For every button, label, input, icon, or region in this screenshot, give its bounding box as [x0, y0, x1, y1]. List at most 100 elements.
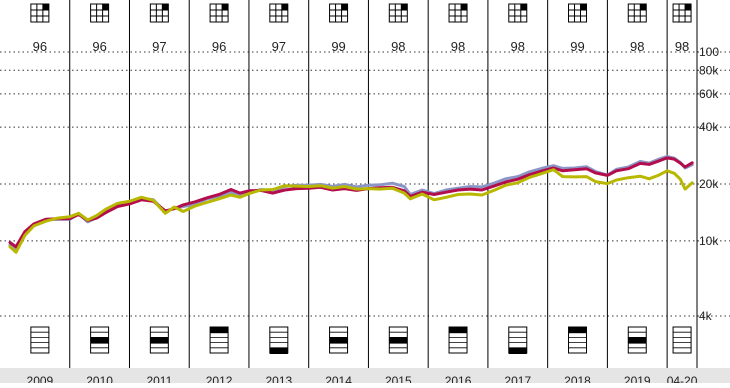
indicator-box-frame [30, 326, 50, 354]
style-box-filled-cell [461, 4, 468, 10]
series-line [8, 168, 694, 254]
style-box-frame [30, 3, 50, 23]
indicator-box-band [389, 337, 408, 344]
indicator-box-icon [209, 326, 229, 354]
indicator-box-icon [388, 326, 408, 354]
indicator-box-icon [448, 326, 468, 354]
style-box-filled-cell [640, 4, 647, 10]
indicator-box-icon [568, 326, 588, 354]
style-box-frame [329, 3, 349, 23]
style-box-icon [269, 3, 289, 23]
top-score-label: 98 [511, 39, 525, 54]
style-box-filled-cell [281, 4, 288, 10]
style-box-row: 96 96 97 96 97 99 98 98 98 99 98 98 [30, 3, 692, 54]
y-tick-label: 10k [699, 234, 719, 248]
year-label: 04-20 [667, 374, 698, 383]
indicator-box-icon [329, 326, 349, 354]
year-label: 2010 [86, 374, 113, 383]
bottom-indicator-row [30, 326, 692, 354]
style-box-filled-cell [401, 4, 408, 10]
y-tick-label: 40k [699, 120, 719, 134]
indicator-box-band [449, 327, 468, 334]
year-label: 2019 [624, 374, 651, 383]
style-box-filled-cell [42, 4, 49, 10]
top-score-label: 97 [272, 39, 286, 54]
style-box-icon [149, 3, 169, 23]
y-tick-label: 100 [699, 45, 719, 59]
style-box-icon [30, 3, 50, 23]
indicator-box-band [329, 337, 348, 344]
top-score-label: 99 [570, 39, 584, 54]
top-score-label: 99 [331, 39, 345, 54]
y-tick-label: 20k [699, 177, 719, 191]
series-lines [8, 154, 694, 254]
y-tick-label: 4k [699, 309, 713, 323]
top-score-label: 96 [212, 39, 226, 54]
style-box-frame [388, 3, 408, 23]
top-score-label: 98 [451, 39, 465, 54]
y-axis-labels: 100 80k 60k 40k 20k 10k 4k [699, 45, 719, 323]
style-box-frame [448, 3, 468, 23]
indicator-box-icon [269, 326, 289, 354]
style-box-icon [508, 3, 528, 23]
gridlines [0, 51, 730, 317]
year-label: 2017 [504, 374, 531, 383]
indicator-box-icon [627, 326, 647, 354]
year-label: 2012 [206, 374, 233, 383]
top-score-label: 96 [92, 39, 106, 54]
top-score-label: 98 [675, 39, 689, 54]
x-axis-year-labels: 2009 2010 2011 2012 2013 2014 2015 2016 2017 2018… [0, 368, 730, 388]
style-box-icon [627, 3, 647, 23]
indicator-box-frame [672, 326, 692, 354]
style-box-icon [329, 3, 349, 23]
top-score-label: 97 [152, 39, 166, 54]
year-label: 2018 [564, 374, 591, 383]
indicator-box-icon [672, 326, 692, 354]
series-line [8, 156, 694, 249]
indicator-box-band [150, 337, 169, 344]
style-box-filled-cell [341, 4, 348, 10]
style-box-filled-cell [222, 4, 229, 10]
style-box-filled-cell [580, 4, 587, 10]
indicator-box-band [90, 337, 109, 344]
style-box-frame [508, 3, 528, 23]
style-box-frame [568, 3, 588, 23]
indicator-box-icon [90, 326, 110, 354]
year-label: 2014 [325, 374, 352, 383]
style-box-icon [90, 3, 110, 23]
style-box-filled-cell [162, 4, 169, 10]
style-box-frame [627, 3, 647, 23]
style-box-icon [672, 3, 692, 23]
y-tick-label: 60k [699, 87, 719, 101]
top-score-label: 98 [391, 39, 405, 54]
style-box-frame [269, 3, 289, 23]
style-box-icon [448, 3, 468, 23]
x-axis-strip [0, 368, 730, 383]
year-label: 2015 [385, 374, 412, 383]
style-box-frame [209, 3, 229, 23]
indicator-box-icon [30, 326, 50, 354]
style-box-frame [149, 3, 169, 23]
year-label: 2011 [146, 374, 172, 383]
year-label: 2013 [265, 374, 292, 383]
style-box-filled-cell [102, 4, 109, 10]
indicator-box-icon [149, 326, 169, 354]
indicator-box-band [628, 337, 647, 344]
indicator-box-band [508, 347, 527, 354]
year-label: 2009 [27, 374, 54, 383]
indicator-box-icon [508, 326, 528, 354]
style-box-icon [568, 3, 588, 23]
style-box-icon [209, 3, 229, 23]
year-label: 2016 [445, 374, 472, 383]
top-score-label: 96 [33, 39, 47, 54]
y-tick-label: 80k [699, 63, 719, 77]
indicator-box-band [269, 347, 288, 354]
top-score-label: 98 [630, 39, 644, 54]
style-box-filled-cell [520, 4, 527, 10]
indicator-box-band [210, 327, 229, 334]
style-box-icon [388, 3, 408, 23]
style-box-filled-cell [685, 4, 692, 10]
style-box-frame [90, 3, 110, 23]
